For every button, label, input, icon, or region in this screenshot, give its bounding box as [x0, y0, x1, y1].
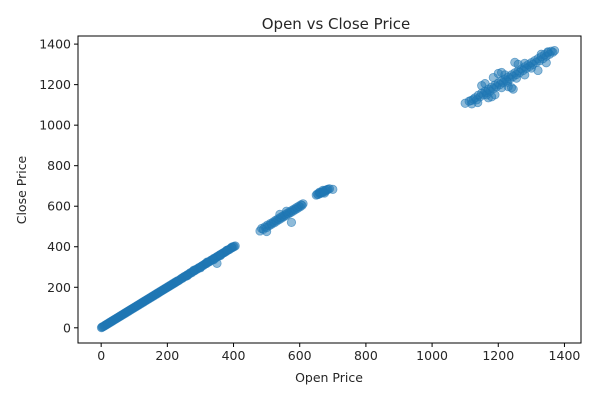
x-tick-label: 200: [155, 348, 179, 363]
data-point: [262, 226, 272, 237]
data-point: [480, 79, 490, 89]
y-tick-label: 1200: [39, 77, 71, 92]
data-point: [511, 73, 522, 83]
data-point: [543, 47, 553, 57]
data-point: [526, 63, 536, 73]
data-point: [212, 258, 222, 268]
plot-frame: [77, 35, 582, 344]
points-layer: [96, 45, 560, 333]
y-axis-ticks: 0 200 400 600 800 1000 1200 1400: [39, 37, 78, 335]
data-point: [328, 184, 338, 194]
chart-title: Open vs Close Price: [262, 15, 411, 33]
data-point: [508, 84, 518, 94]
data-point: [482, 90, 492, 100]
x-axis-label: Open Price: [295, 370, 363, 385]
x-tick-label: 1400: [549, 348, 581, 363]
data-point: [473, 97, 483, 108]
data-point: [182, 271, 192, 281]
data-point: [496, 83, 507, 93]
y-tick-label: 400: [47, 239, 71, 254]
y-axis-label: Close Price: [14, 155, 29, 224]
y-tick-label: 1000: [39, 118, 71, 133]
y-tick-label: 200: [47, 280, 71, 295]
x-tick-label: 600: [288, 348, 312, 363]
data-point: [488, 72, 498, 83]
data-point: [298, 199, 308, 209]
data-point: [541, 58, 551, 68]
x-axis-ticks: 0 200 400 600 800 1000 1200 1400: [97, 343, 580, 363]
x-tick-label: 1000: [416, 348, 448, 363]
y-tick-label: 800: [47, 158, 71, 173]
x-tick-label: 1200: [482, 348, 514, 363]
y-tick-label: 1400: [39, 37, 71, 52]
data-point: [189, 265, 199, 275]
data-point: [202, 257, 212, 267]
data-point: [281, 206, 292, 216]
y-tick-label: 600: [47, 199, 71, 214]
data-point: [215, 251, 225, 261]
data-point: [520, 58, 530, 68]
data-point: [502, 77, 513, 87]
x-tick-label: 800: [354, 348, 378, 363]
x-tick-label: 400: [222, 348, 246, 363]
x-tick-label: 0: [97, 348, 105, 363]
data-point: [286, 217, 297, 228]
data-point: [222, 245, 232, 255]
data-point: [319, 188, 330, 198]
data-point: [520, 70, 530, 80]
data-point: [490, 90, 500, 100]
y-tick-label: 0: [63, 320, 71, 335]
